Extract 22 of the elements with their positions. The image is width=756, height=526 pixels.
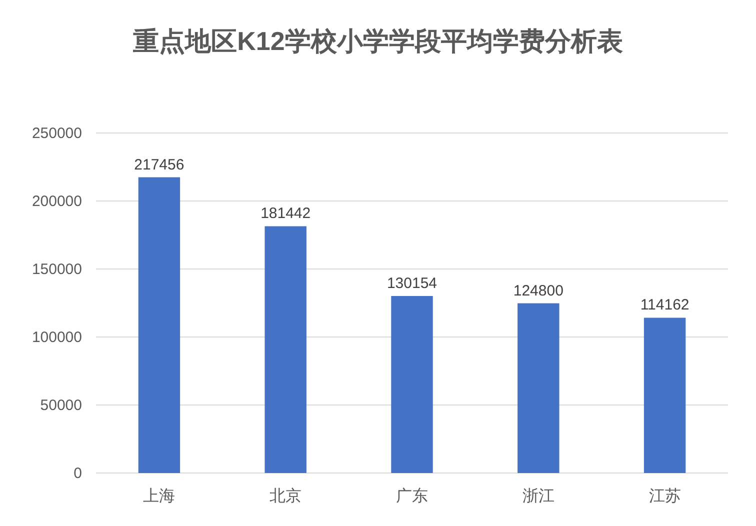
data-label: 124800 [513,282,564,300]
y-tick-label: 0 [74,465,82,482]
bar [391,296,433,473]
y-tick-label: 200000 [32,193,82,210]
data-label: 217456 [134,156,184,174]
x-tick-label: 江苏 [648,487,681,505]
x-tick-label: 浙江 [522,487,554,505]
y-tick-label: 50000 [40,397,82,414]
y-tick-label: 100000 [32,329,82,346]
chart-title: 重点地区K12学校小学学段平均学费分析表 [132,26,623,56]
bar [644,318,686,473]
x-tick-label: 广东 [396,487,428,505]
x-tick-label: 北京 [270,487,302,505]
bar [264,226,306,473]
y-tick-label: 250000 [32,125,82,142]
data-label: 130154 [386,274,438,292]
x-tick-label: 上海 [143,487,176,505]
data-label: 181442 [260,205,311,222]
bar [518,303,560,473]
bar [138,177,180,473]
y-tick-label: 150000 [32,261,82,278]
data-label: 114162 [640,296,690,314]
